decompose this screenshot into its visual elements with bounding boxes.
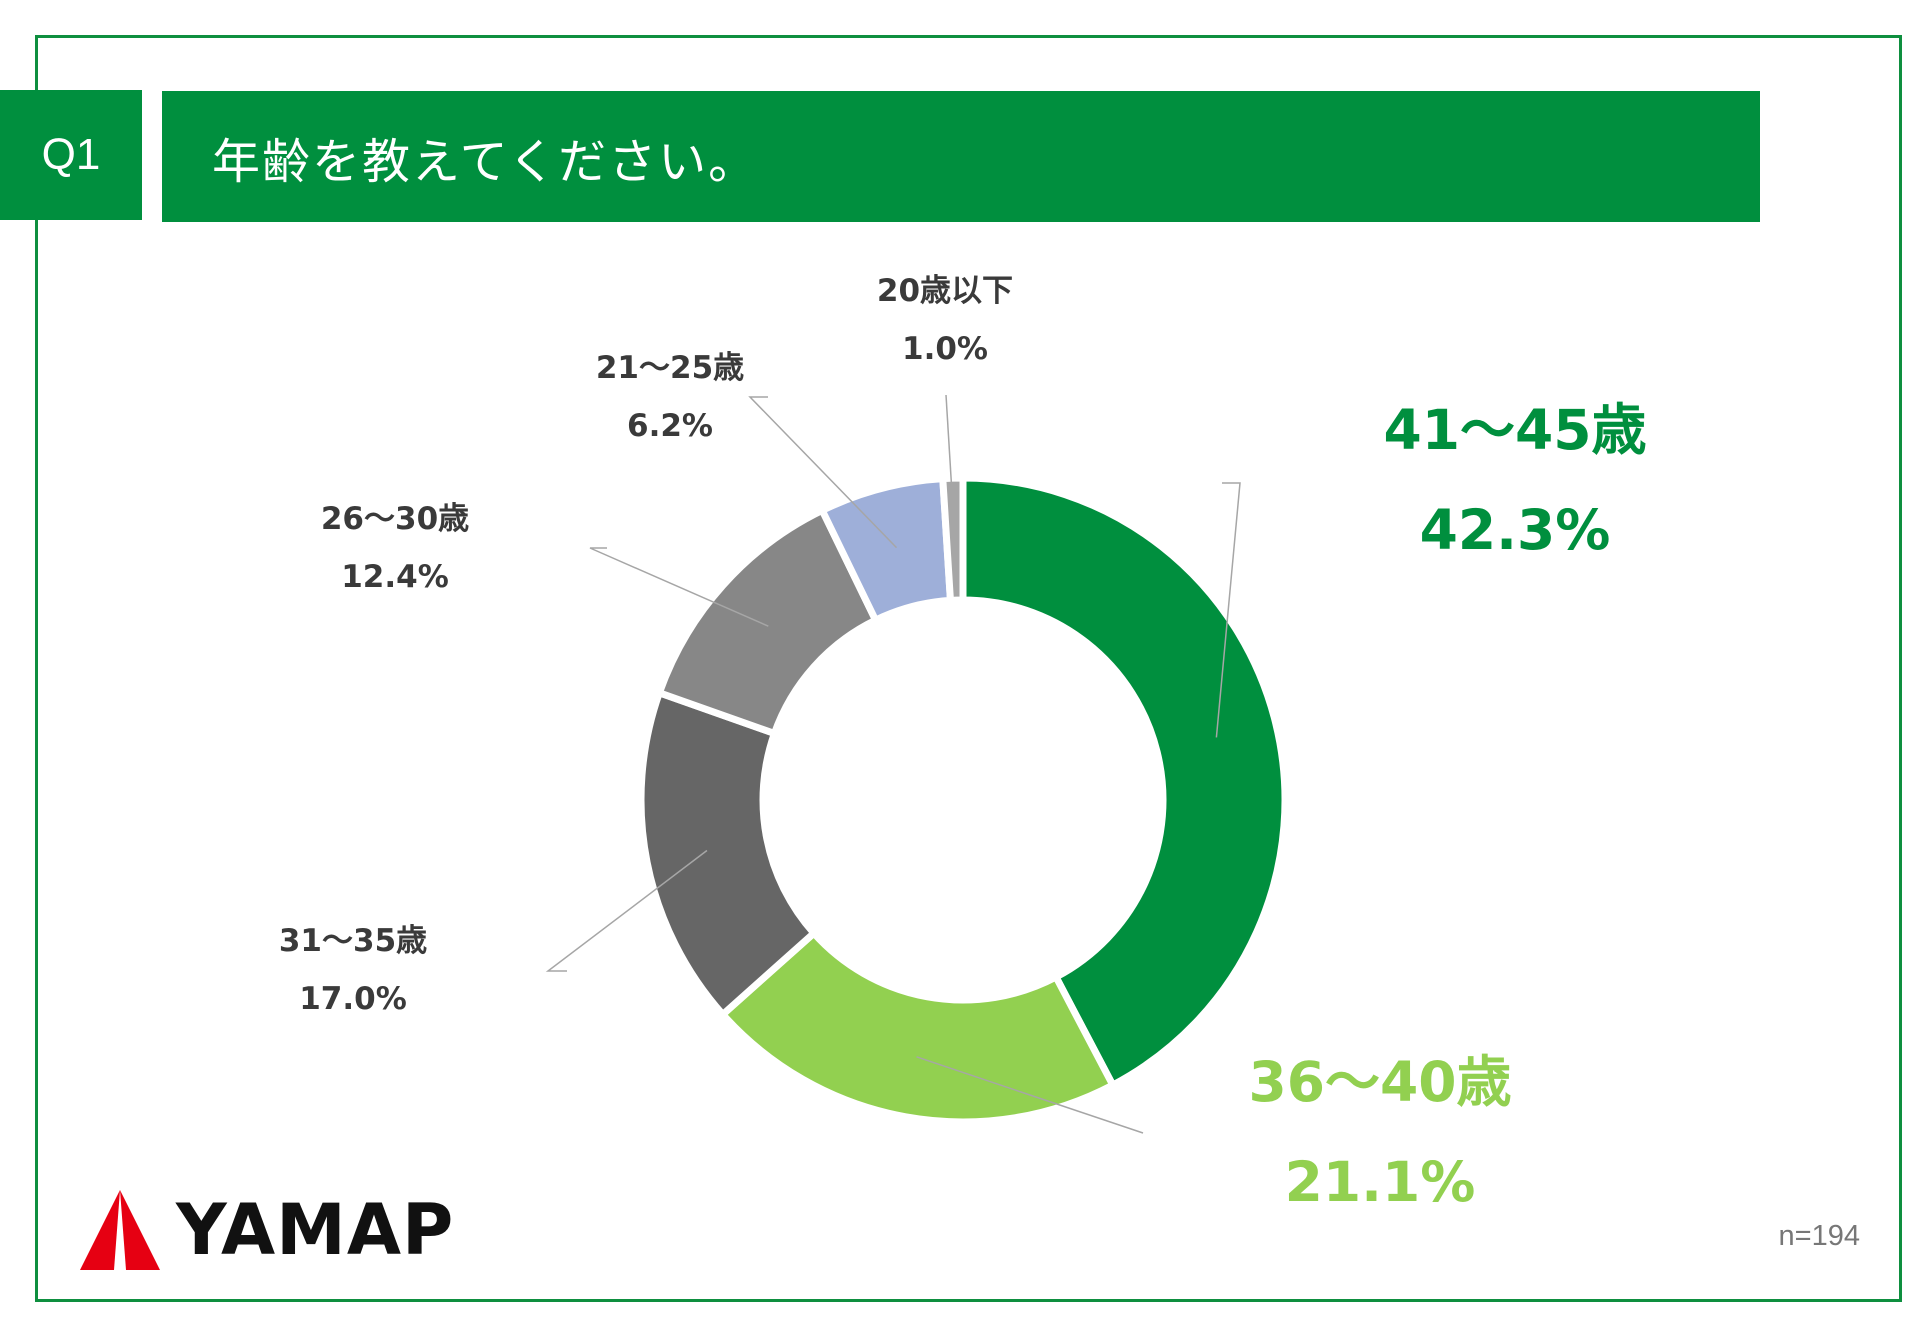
slice-41-45	[959, 474, 1289, 1089]
label-26-30-name: 26〜30歳	[320, 501, 470, 537]
label-31-35-value: 17.0%	[299, 981, 407, 1017]
logo-wordmark: YAMAP	[176, 1189, 455, 1271]
label-31-35-name: 31〜35歳	[278, 923, 428, 959]
label-41-45: 41〜45歳 42.3%	[1335, 380, 1695, 580]
label-41-45-name: 41〜45歳	[1383, 398, 1647, 462]
slide-frame	[35, 35, 1902, 1302]
leader-line-41-45	[1215, 482, 1241, 738]
label-21-25-name: 21〜25歳	[595, 350, 745, 386]
sample-size: n=194	[1778, 1220, 1860, 1252]
leader-line-21-25	[748, 396, 898, 549]
label-20-under-name: 20歳以下	[876, 273, 1014, 309]
mountain-triangle-icon	[80, 1190, 160, 1270]
label-41-45-value: 42.3%	[1419, 498, 1611, 562]
label-26-30: 26〜30歳 12.4%	[290, 490, 500, 606]
label-26-30-value: 12.4%	[341, 559, 449, 595]
yamap-logo: YAMAP	[78, 1188, 454, 1272]
label-21-25: 21〜25歳 6.2%	[565, 339, 775, 455]
label-36-40-name: 36〜40歳	[1248, 1050, 1512, 1114]
question-number-badge: Q1	[0, 90, 142, 220]
label-20-under: 20歳以下 1.0%	[840, 262, 1050, 378]
label-36-40-value: 21.1%	[1284, 1150, 1476, 1214]
leader-line-31-35	[545, 849, 708, 972]
question-number: Q1	[41, 130, 101, 179]
label-20-under-value: 1.0%	[902, 331, 988, 367]
leader-line-20-under	[945, 394, 956, 540]
slice-20-under	[939, 474, 967, 604]
label-31-35: 31〜35歳 17.0%	[248, 912, 458, 1028]
label-36-40: 36〜40歳 21.1%	[1200, 1032, 1560, 1232]
slice-36-40	[719, 929, 1117, 1126]
label-21-25-value: 6.2%	[627, 408, 713, 444]
leader-line-26-30	[589, 547, 769, 627]
leader-line-36-40	[916, 1056, 1144, 1134]
question-text: 年齢を教えてください。	[212, 133, 759, 190]
question-title-bar: 年齢を教えてください。	[162, 91, 1760, 222]
slice-31-35	[637, 689, 818, 1018]
